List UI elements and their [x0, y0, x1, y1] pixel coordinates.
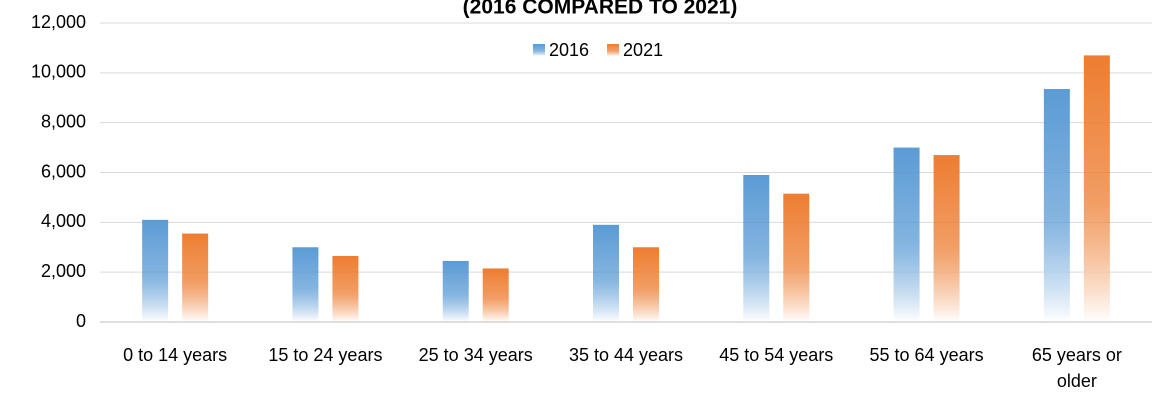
legend-swatch	[607, 44, 620, 56]
x-tick-label: 45 to 54 years	[719, 345, 834, 365]
chart-title: (2016 COMPARED TO 2021)	[463, 0, 738, 19]
bar	[633, 247, 659, 322]
x-tick-label: 35 to 44 years	[568, 345, 684, 365]
bar	[292, 247, 319, 322]
bar	[1043, 89, 1070, 322]
x-tick-label: 55 to 64 years	[869, 345, 984, 365]
bar	[783, 193, 810, 322]
bar	[442, 260, 469, 322]
bar	[482, 268, 509, 322]
legend-label: 2021	[623, 40, 663, 60]
x-tick-label: 65 years or older	[1031, 345, 1122, 391]
y-tick-label: 12,000	[31, 12, 86, 32]
bar	[142, 219, 169, 322]
x-tick-label: 0 to 14 years	[123, 345, 228, 365]
x-tick-label: 15 to 24 years	[268, 345, 383, 365]
y-tick-label: 6,000	[41, 161, 86, 181]
legend-label: 2016	[549, 40, 589, 60]
y-tick-label: 0	[76, 311, 86, 331]
bar	[893, 147, 920, 322]
bar	[933, 155, 960, 322]
bar	[332, 255, 359, 322]
y-tick-label: 10,000	[31, 62, 86, 82]
x-tick-label: 25 to 34 years	[418, 345, 533, 365]
bar	[1083, 55, 1110, 323]
bar	[593, 224, 619, 322]
y-tick-label: 8,000	[41, 111, 86, 131]
y-tick-label: 4,000	[41, 211, 86, 231]
bar	[182, 233, 209, 322]
bar	[743, 174, 770, 322]
legend-swatch	[533, 44, 545, 56]
y-tick-label: 2,000	[41, 261, 86, 281]
